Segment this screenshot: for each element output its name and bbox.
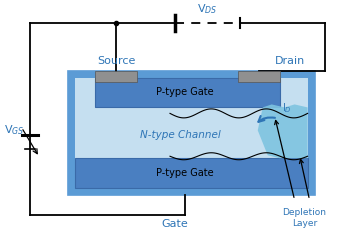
Text: P-type Gate: P-type Gate — [156, 87, 214, 98]
Text: I$_D$: I$_D$ — [282, 102, 292, 115]
Bar — [238, 71, 280, 82]
Text: V$_{GS}$: V$_{GS}$ — [4, 123, 25, 137]
Bar — [95, 77, 280, 107]
Bar — [75, 77, 308, 188]
Text: V$_{DS}$: V$_{DS}$ — [197, 2, 217, 16]
Bar — [68, 71, 315, 195]
Polygon shape — [258, 104, 308, 158]
Bar — [95, 71, 137, 82]
Text: Depletion
Layer: Depletion Layer — [283, 208, 327, 228]
Text: N-type Channel: N-type Channel — [140, 130, 220, 140]
Text: P-type Gate: P-type Gate — [156, 168, 214, 178]
Bar — [75, 158, 308, 188]
Text: Source: Source — [97, 55, 135, 65]
Text: Drain: Drain — [275, 55, 305, 65]
Text: Gate: Gate — [161, 219, 188, 229]
